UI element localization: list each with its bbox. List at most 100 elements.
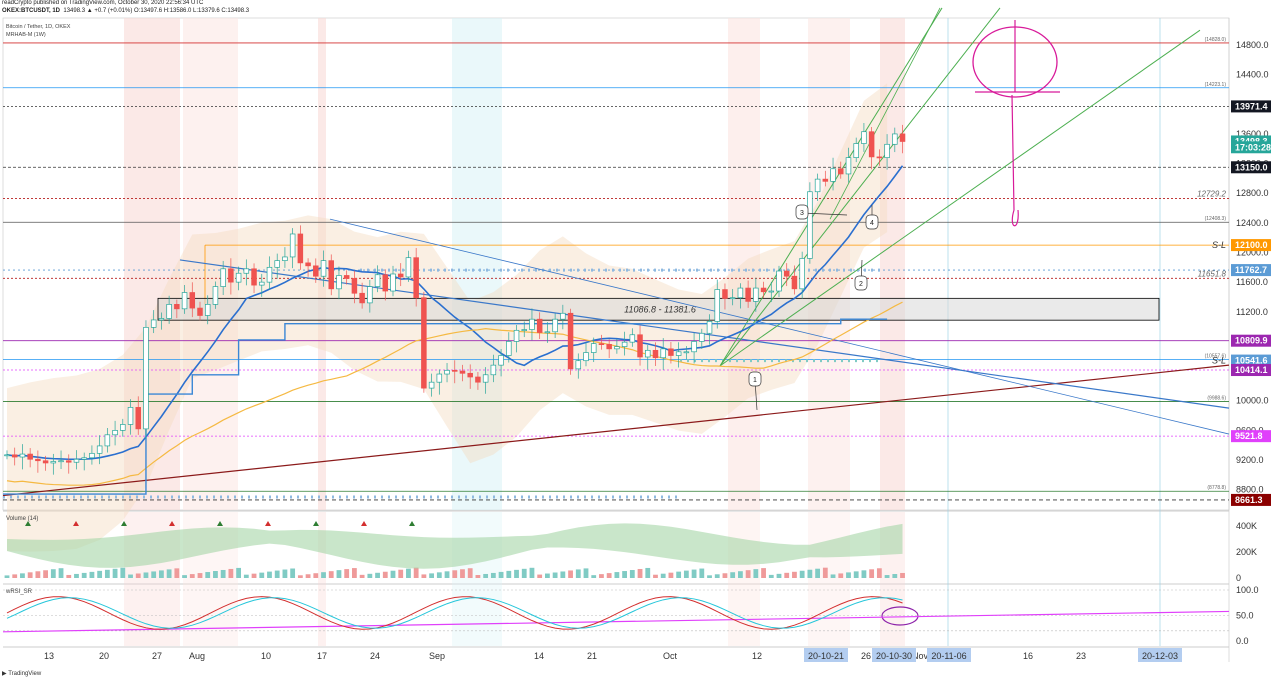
volume-bar xyxy=(799,570,805,578)
long-support-line xyxy=(2,364,1230,497)
candle-body xyxy=(575,360,582,370)
time-tick: 14 xyxy=(534,651,544,661)
callout-box xyxy=(865,214,879,230)
fan-line xyxy=(719,29,1201,367)
price-tick: 12800.0 xyxy=(1236,188,1269,198)
price-tag-label: 13971.4 xyxy=(1235,101,1268,111)
fast-ma-line xyxy=(6,165,904,461)
volume-bar xyxy=(197,573,203,578)
callout-label: 3 xyxy=(800,210,804,217)
volume-bar xyxy=(12,574,18,578)
volume-bar xyxy=(112,568,118,578)
sl-label: S-L xyxy=(1212,240,1226,250)
candle-body xyxy=(444,369,450,375)
level-label: (9988.6) xyxy=(1207,396,1226,402)
volume-bar xyxy=(297,575,303,578)
candle-body xyxy=(259,281,265,286)
price-tag-label: 8661.3 xyxy=(1235,495,1263,505)
candle-body xyxy=(722,289,728,299)
time-tick: 23 xyxy=(1076,651,1086,661)
volume-bar xyxy=(313,573,319,578)
volume-bar xyxy=(876,568,882,578)
volume-signal-marker xyxy=(313,521,319,526)
candle-body xyxy=(807,191,813,259)
price-tag-label: 12100.0 xyxy=(1235,240,1268,250)
volume-bar xyxy=(529,567,535,578)
volume-signal-marker xyxy=(361,521,367,526)
price-tag-box xyxy=(1231,141,1271,154)
price-tick: 10000.0 xyxy=(1236,396,1269,406)
volume-bar xyxy=(236,567,241,578)
level-label: (14828.0) xyxy=(1205,37,1227,43)
symbol-label[interactable]: OKEX:BTCUSDT, 1D xyxy=(2,7,61,14)
callout-pointer xyxy=(801,212,848,216)
candle-body xyxy=(328,260,334,290)
trailing-stop-line xyxy=(3,318,888,495)
candle-body xyxy=(838,168,844,175)
candle-body xyxy=(660,348,666,359)
candle-body xyxy=(745,287,751,302)
volume-bar xyxy=(753,569,759,578)
candle-body xyxy=(853,143,859,158)
candle-body xyxy=(96,445,103,454)
candle-body xyxy=(220,268,226,287)
rsi-tick: 100.0 xyxy=(1236,585,1259,595)
candle-body xyxy=(606,344,612,350)
signal-band-lower xyxy=(808,512,850,646)
support-resistance-zone[interactable]: 11086.8 - 11381.6 xyxy=(157,297,1160,321)
price-tag-label: 11762.7 xyxy=(1235,265,1267,275)
time-tick: 16 xyxy=(1023,651,1033,661)
volume-bar xyxy=(683,570,689,578)
candle-body xyxy=(729,297,736,300)
volume-bar xyxy=(467,568,473,578)
time-tick: Aug xyxy=(189,651,205,661)
volume-bar xyxy=(653,574,658,578)
volume-bar xyxy=(676,571,682,578)
volume-bar xyxy=(89,571,95,578)
volume-bar xyxy=(568,570,573,578)
time-tick: 12 xyxy=(752,651,762,661)
candle-body xyxy=(343,275,350,279)
candle-body xyxy=(228,268,234,283)
time-tick: 10 xyxy=(261,651,271,661)
candle-body xyxy=(359,292,365,304)
volume-bar xyxy=(853,571,859,578)
volume-bar xyxy=(43,570,48,578)
fan-line xyxy=(719,7,1001,367)
candle-body xyxy=(112,430,118,436)
volume-bar xyxy=(35,571,41,578)
candlestick-series[interactable] xyxy=(4,123,906,475)
volume-bar xyxy=(213,571,218,578)
fan-line xyxy=(829,7,941,220)
volume-bar xyxy=(846,572,851,578)
time-tick: 17 xyxy=(317,651,327,661)
fan-line xyxy=(719,7,943,367)
volume-signal-marker xyxy=(121,521,127,526)
tradingview-logo[interactable]: ▶ TradingView xyxy=(2,670,41,677)
candle-body xyxy=(374,274,381,287)
volume-bar xyxy=(243,574,249,578)
candle-body xyxy=(35,458,41,462)
candle-body xyxy=(351,278,358,294)
volume-bar xyxy=(143,572,149,578)
price-tag-box xyxy=(1231,334,1271,347)
candle-body xyxy=(467,372,473,378)
sl-label: S-L xyxy=(1212,356,1226,366)
price-tag-label: 17:03:28 xyxy=(1235,142,1271,152)
volume-bar xyxy=(189,574,195,578)
volume-bar xyxy=(151,571,157,578)
volume-bar xyxy=(220,569,226,578)
candle-body xyxy=(127,407,134,425)
candle-body xyxy=(181,292,188,310)
volume-bar xyxy=(267,571,272,578)
date-badge xyxy=(804,648,848,662)
level-label: (14223.1) xyxy=(1205,82,1227,88)
price-tick: 11200.0 xyxy=(1236,307,1268,317)
candle-body xyxy=(861,131,867,144)
volume-bar xyxy=(104,569,110,578)
volume-bar xyxy=(274,570,280,578)
volume-bar xyxy=(583,568,589,578)
candle-body xyxy=(459,370,466,374)
candle-body xyxy=(699,332,705,342)
